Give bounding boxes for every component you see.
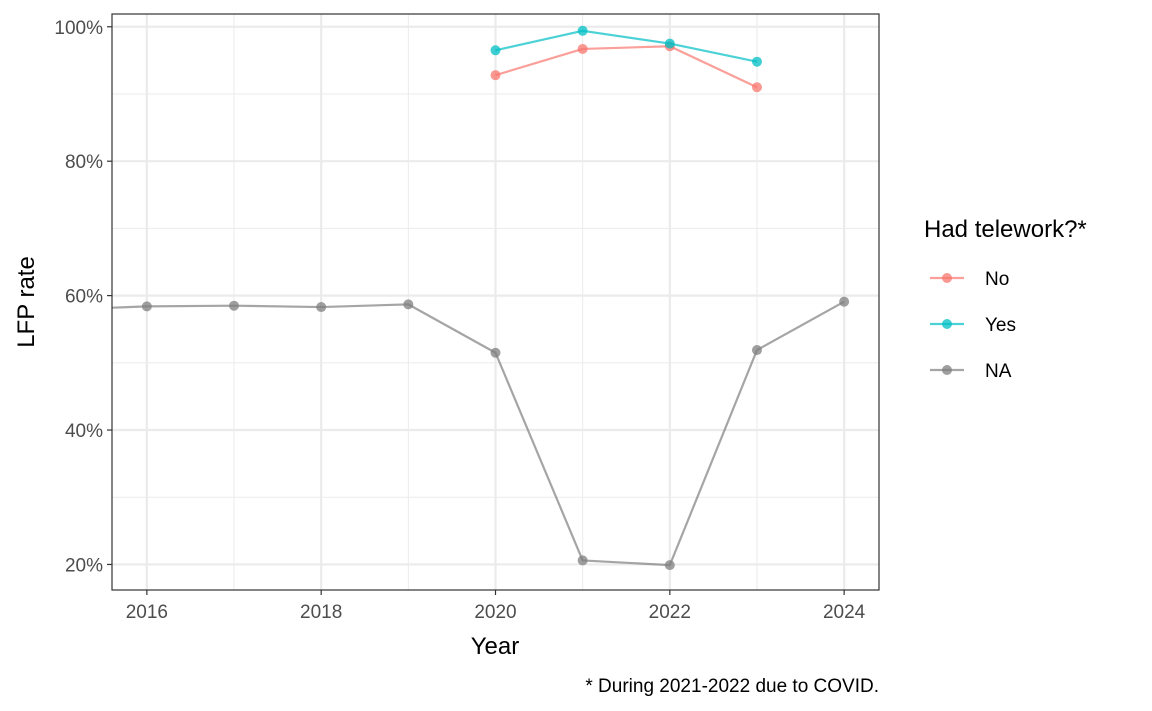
series-na <box>111 296 850 571</box>
x-tick-label: 2018 <box>300 602 342 623</box>
data-point <box>577 25 588 36</box>
data-point <box>316 302 327 313</box>
legend-keys: No Yes NA <box>930 269 1016 382</box>
legend-label: NA <box>985 361 1012 382</box>
data-point <box>229 300 240 311</box>
data-point <box>664 38 675 49</box>
data-point <box>751 56 762 67</box>
series-line <box>495 45 758 89</box>
x-axis-title: Year <box>471 633 520 660</box>
legend-item-no: No <box>930 269 1009 290</box>
y-tick-label: 40% <box>65 421 103 442</box>
data-point <box>490 70 501 81</box>
series-layer <box>111 25 850 571</box>
data-point <box>141 301 152 312</box>
y-tick-label: 20% <box>65 555 103 576</box>
data-point <box>577 43 588 54</box>
series-no <box>490 41 762 93</box>
legend-item-yes: Yes <box>930 315 1016 336</box>
x-tick-label: 2016 <box>126 602 168 623</box>
legend-key-point <box>942 319 952 329</box>
series-line <box>495 29 758 63</box>
data-point <box>839 296 850 307</box>
data-point <box>490 45 501 56</box>
data-point <box>751 82 762 93</box>
caption: * During 2021-2022 due to COVID. <box>585 676 879 697</box>
data-point <box>664 560 675 571</box>
data-point <box>577 555 588 566</box>
y-axis: 20% 40% 60% 80% 100% <box>54 18 112 576</box>
major-gridlines <box>112 14 879 590</box>
legend-key-point <box>942 273 952 283</box>
data-point <box>403 299 414 310</box>
x-tick-label: 2022 <box>649 602 691 623</box>
legend: Had telework?* No Yes NA <box>924 216 1087 382</box>
data-point <box>751 345 762 356</box>
y-tick-label: 60% <box>65 287 103 308</box>
legend-key-point <box>942 365 952 375</box>
y-axis-title: LFP rate <box>13 256 40 348</box>
legend-label: Yes <box>985 315 1016 336</box>
legend-label: No <box>985 269 1009 290</box>
series-line <box>111 300 845 567</box>
x-tick-label: 2020 <box>474 602 516 623</box>
legend-title: Had telework?* <box>924 216 1087 243</box>
data-point <box>490 347 501 358</box>
y-tick-label: 100% <box>54 18 103 39</box>
legend-item-na: NA <box>930 361 1012 382</box>
x-tick-label: 2024 <box>823 602 866 623</box>
y-tick-label: 80% <box>65 152 103 173</box>
x-axis: 2016 2018 2020 2022 2024 <box>126 590 866 623</box>
series-yes <box>490 25 762 67</box>
